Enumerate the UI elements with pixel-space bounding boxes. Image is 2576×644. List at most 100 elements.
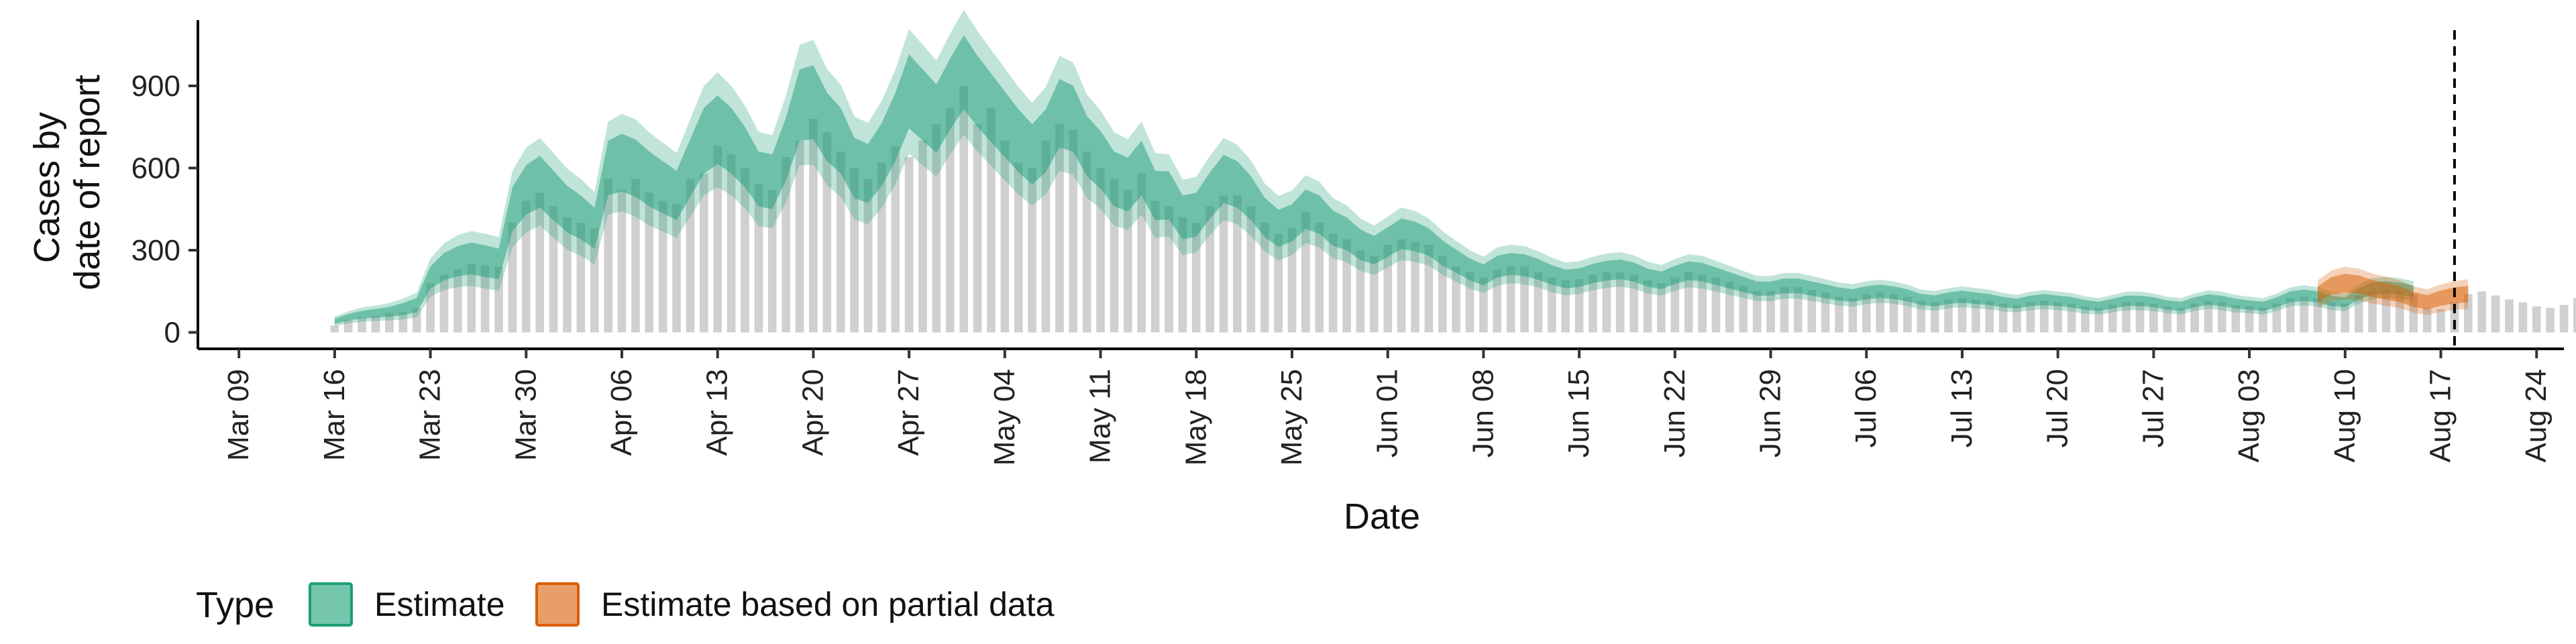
reported-case-bar — [1014, 162, 1023, 333]
reported-case-bar — [1493, 269, 1502, 333]
reported-case-bar — [1424, 244, 1434, 333]
reported-case-bar — [836, 152, 845, 333]
reported-case-bar — [932, 124, 941, 333]
reported-case-bar — [1985, 301, 1994, 333]
reported-case-bar — [1944, 299, 1953, 333]
reported-case-bar — [727, 154, 736, 333]
x-tick-label: Aug 17 — [2424, 369, 2457, 462]
x-tick-label: May 04 — [988, 369, 1021, 466]
reported-case-bar — [2231, 305, 2241, 333]
x-tick-label: Jun 15 — [1562, 369, 1595, 458]
reported-case-bar — [2450, 302, 2459, 333]
reported-case-bar — [1548, 277, 1556, 333]
reported-case-bar — [2354, 295, 2363, 333]
x-tick-label: Apr 13 — [701, 369, 734, 456]
reported-case-bar — [1670, 277, 1680, 333]
x-tick-label: Aug 10 — [2328, 369, 2361, 462]
x-axis-title: Date — [1344, 496, 1420, 537]
reported-case-bar — [877, 162, 886, 333]
reported-case-bar — [645, 193, 654, 333]
reported-case-bar — [631, 178, 640, 333]
reported-case-bar — [1520, 266, 1529, 333]
reported-case-bar — [1876, 292, 1884, 333]
reported-case-bar — [891, 146, 900, 333]
reported-case-bar — [521, 201, 531, 333]
x-tick-label: Mar 09 — [222, 369, 255, 461]
reported-case-bar — [2081, 306, 2090, 333]
reported-case-bar — [904, 157, 914, 333]
reported-case-bar — [453, 269, 462, 333]
reported-case-bar — [2218, 302, 2226, 333]
reported-case-bar — [1150, 201, 1160, 333]
reported-case-bar — [480, 265, 490, 333]
legend-swatch-partial — [535, 582, 580, 627]
legend-label-estimate: Estimate — [374, 586, 505, 623]
reported-case-bar — [918, 140, 927, 333]
reported-case-bar — [1369, 256, 1379, 333]
reported-case-bar — [2463, 294, 2473, 333]
x-tick-label: Jun 01 — [1371, 369, 1404, 458]
reported-case-bar — [1069, 129, 1078, 333]
x-tick-label: Mar 30 — [509, 369, 542, 461]
reported-case-bar — [563, 217, 572, 333]
reported-case-bar — [1096, 168, 1105, 333]
reported-case-bar — [1110, 178, 1119, 333]
reported-case-bar — [1930, 302, 1939, 333]
reported-case-bar — [2026, 302, 2035, 333]
reported-case-bar — [700, 173, 708, 333]
reported-case-bar — [1397, 239, 1406, 333]
reported-case-bar — [672, 203, 681, 333]
reported-case-bar — [1411, 241, 1419, 333]
reported-case-bar — [2190, 303, 2199, 333]
x-tick-label: Jul 13 — [1945, 369, 1978, 447]
y-tick-label: 900 — [131, 70, 180, 103]
axes: 0 300 600 900 Mar 09 Mar 16 Mar 23 Mar 30 Apr 06… — [131, 20, 2564, 466]
reported-case-bar — [1165, 206, 1173, 333]
legend-label-partial: Estimate based on partial data — [601, 586, 1055, 623]
reported-case-bar — [1766, 291, 1775, 333]
reported-case-bar — [2163, 306, 2172, 333]
x-tick-label: Aug 03 — [2233, 369, 2265, 462]
reported-case-bar — [2108, 305, 2117, 333]
reported-case-bar — [1260, 223, 1269, 333]
reported-case-bar — [1506, 266, 1515, 333]
reported-case-bar — [1465, 272, 1474, 333]
reported-case-bar — [2272, 303, 2282, 333]
reported-case-bar — [2094, 307, 2104, 333]
reported-case-bar — [2245, 306, 2254, 333]
reported-case-bar — [1780, 287, 1789, 333]
reported-case-bar — [2012, 305, 2021, 333]
reported-case-bar — [1917, 301, 1926, 333]
reported-case-bar — [1657, 283, 1666, 333]
x-tick-label: Apr 06 — [605, 369, 638, 456]
x-tick-label: Jun 22 — [1658, 369, 1691, 458]
reported-case-bar — [1124, 190, 1132, 333]
reported-case-bar — [2559, 305, 2569, 333]
reported-case-bar — [467, 264, 476, 333]
ribbon-inner-estimate — [334, 35, 2414, 325]
reported-case-bar — [1739, 286, 1748, 333]
reported-case-bar — [741, 168, 749, 333]
reported-case-bar — [1534, 272, 1543, 333]
reported-case-bar — [1082, 152, 1091, 333]
reported-case-bar — [1438, 256, 1447, 333]
reported-case-bar — [863, 178, 873, 333]
reported-case-bar — [1246, 206, 1256, 333]
reported-case-bar — [686, 178, 695, 333]
reported-case-bar — [987, 107, 996, 333]
reported-case-bar — [1972, 299, 1980, 333]
reported-case-bar — [2149, 303, 2158, 333]
reported-case-bar — [2286, 298, 2295, 333]
reported-case-bar — [1137, 173, 1146, 333]
reported-case-bar — [617, 190, 627, 333]
reported-case-bar — [1315, 223, 1324, 333]
reported-case-bar — [2259, 307, 2267, 333]
reported-case-bar — [945, 107, 955, 333]
x-tick-label: Mar 23 — [414, 369, 447, 461]
y-axis-title: Cases by date of report — [27, 74, 107, 290]
reported-case-bar — [1178, 217, 1187, 333]
reported-case-bar — [1191, 223, 1201, 333]
reported-case-bar — [2039, 301, 2049, 333]
reported-case-bar — [330, 325, 339, 333]
